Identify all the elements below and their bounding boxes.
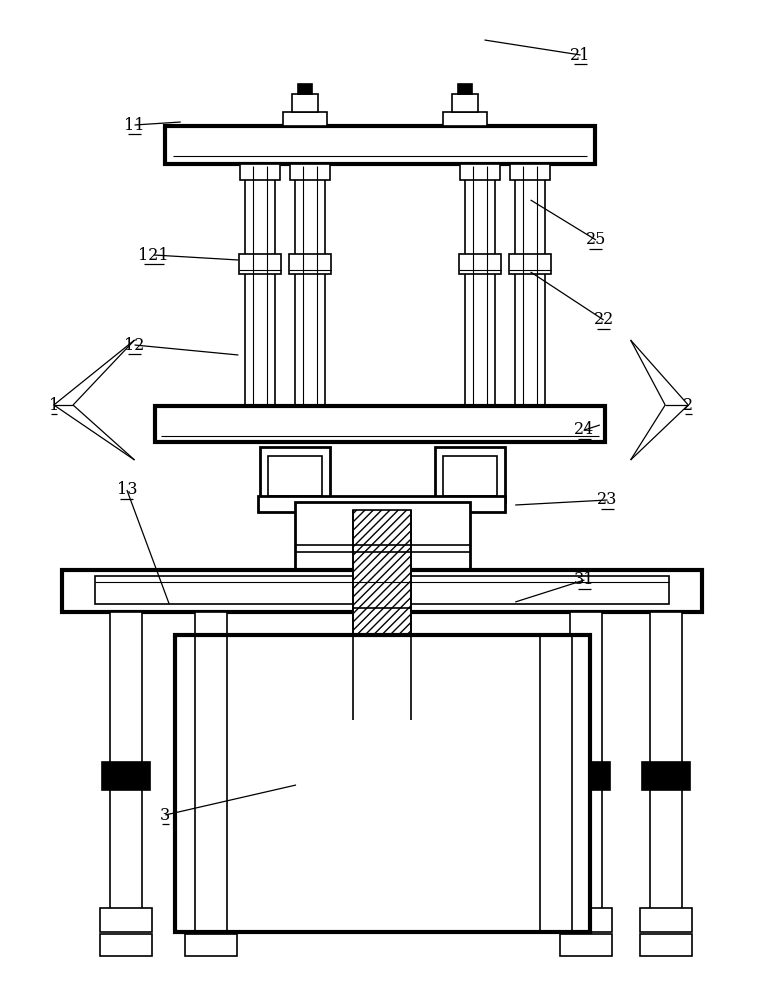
Bar [95, 576, 669, 604]
Bar [452, 94, 478, 112]
Bar [562, 762, 610, 790]
Text: 13: 13 [117, 482, 137, 498]
Bar [290, 410, 330, 424]
Bar [298, 84, 312, 94]
Bar [435, 447, 505, 502]
Bar [374, 530, 392, 552]
Bar [290, 164, 330, 180]
Bar [165, 126, 595, 164]
Bar [460, 164, 500, 180]
Bar [443, 456, 497, 496]
Bar [283, 112, 327, 126]
Bar [465, 164, 495, 410]
Bar [295, 164, 325, 410]
Text: 3: 3 [160, 806, 171, 824]
Bar [240, 410, 280, 424]
Bar [560, 908, 612, 932]
Bar [443, 112, 487, 126]
Bar [515, 164, 545, 410]
Bar [185, 908, 237, 932]
Bar [289, 254, 331, 274]
Bar [110, 612, 142, 910]
Text: 11: 11 [125, 116, 145, 133]
Bar [642, 762, 690, 790]
Bar [509, 254, 551, 274]
Bar [155, 406, 605, 442]
Bar [458, 84, 472, 94]
Bar [560, 934, 612, 956]
Bar [185, 934, 237, 956]
Bar [353, 608, 411, 720]
Text: 24: 24 [574, 422, 594, 438]
Bar [292, 94, 318, 112]
Bar [187, 762, 235, 790]
Bar [640, 934, 692, 956]
Bar [650, 612, 682, 910]
Bar [510, 164, 550, 180]
Text: 1: 1 [48, 396, 59, 414]
Bar [175, 635, 590, 932]
Text: 31: 31 [574, 572, 594, 588]
Text: 12: 12 [125, 336, 145, 354]
Bar [268, 456, 322, 496]
Text: 25: 25 [586, 232, 606, 248]
Bar [102, 762, 150, 790]
Text: 22: 22 [594, 312, 614, 328]
Bar [100, 934, 152, 956]
Bar [239, 254, 281, 274]
Bar [100, 908, 152, 932]
Bar [570, 612, 602, 910]
Bar [240, 164, 280, 180]
Text: 23: 23 [598, 491, 618, 508]
Bar [62, 570, 702, 612]
Bar [258, 496, 505, 512]
Bar [295, 502, 470, 570]
Bar [460, 410, 500, 424]
Bar [195, 612, 227, 910]
Bar [510, 410, 550, 424]
Text: 2: 2 [683, 396, 694, 414]
Bar [353, 510, 411, 610]
Bar [260, 447, 330, 502]
Text: 121: 121 [138, 246, 169, 263]
Bar [459, 254, 501, 274]
Bar [245, 164, 275, 410]
Bar [640, 908, 692, 932]
Bar [380, 538, 386, 546]
Text: 21: 21 [571, 46, 591, 64]
